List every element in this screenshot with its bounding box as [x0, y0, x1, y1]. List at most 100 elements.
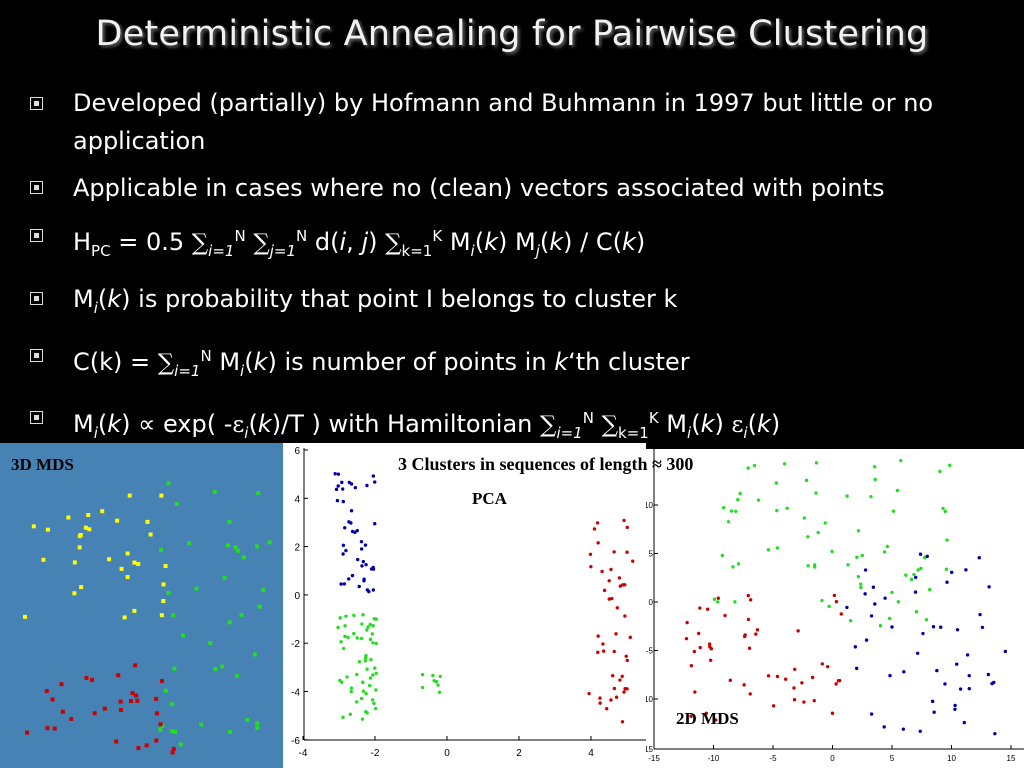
green-point [804, 478, 809, 483]
red-point [810, 675, 815, 680]
x-tick-label: -5 [769, 754, 777, 763]
green-point [909, 577, 914, 582]
blue-point [353, 485, 358, 490]
blue-point [363, 543, 368, 547]
red-point [589, 564, 593, 569]
blue-point [845, 605, 849, 610]
bullet-text: Mi(k) is probability that point I belong… [73, 284, 678, 317]
green-point [899, 458, 903, 463]
blue-point [993, 731, 997, 736]
y-tick-label: -5 [646, 647, 654, 656]
red-point [684, 636, 689, 641]
green-point [856, 529, 861, 533]
red-point [135, 698, 140, 703]
green-point [341, 715, 345, 720]
red-point [45, 726, 50, 731]
red-point [716, 596, 721, 600]
green-point [924, 617, 929, 622]
red-point [69, 716, 74, 721]
red-point [839, 612, 844, 616]
blue-point [921, 631, 925, 636]
blue-point [864, 638, 869, 642]
red-point [792, 686, 796, 690]
red-point [84, 675, 89, 680]
red-point [622, 518, 626, 523]
red-point [775, 674, 780, 679]
green-point [355, 672, 359, 677]
green-point [365, 711, 369, 715]
green-point [365, 667, 369, 671]
red-point [623, 614, 627, 618]
green-point [158, 727, 163, 732]
red-point [834, 682, 838, 686]
y-tick-label: 4 [294, 494, 300, 505]
green-point [859, 585, 863, 590]
blue-point [883, 596, 887, 600]
red-point [689, 664, 694, 668]
bullet-item: Developed (partially) by Hofmann and Buh… [30, 84, 1015, 160]
blue-point [360, 564, 364, 568]
red-point [708, 658, 713, 663]
red-point [620, 674, 624, 679]
blue-point [367, 589, 371, 594]
yellow-point [132, 608, 137, 613]
green-point [916, 568, 920, 572]
green-point [361, 689, 366, 693]
red-point [102, 706, 107, 711]
bullet-marker-icon [30, 348, 43, 362]
green-point [885, 544, 890, 549]
blue-point [913, 590, 918, 594]
blue-point [362, 577, 366, 581]
red-point [692, 649, 697, 654]
green-point [733, 600, 737, 604]
green-point [212, 489, 217, 494]
blue-point [932, 710, 936, 714]
red-point [607, 579, 611, 583]
bullet-marker-icon [30, 411, 43, 425]
green-point [159, 548, 164, 553]
green-point [775, 508, 779, 513]
red-point [116, 673, 121, 678]
red-point [748, 598, 753, 602]
yellow-point [119, 566, 124, 571]
yellow-point [77, 545, 82, 550]
green-point [336, 625, 340, 630]
blue-point [853, 645, 858, 649]
green-point [174, 502, 179, 507]
green-point [368, 676, 373, 680]
green-point [344, 614, 348, 618]
green-point [919, 566, 923, 571]
red-point [130, 691, 135, 696]
red-point [170, 750, 175, 755]
blue-point [336, 484, 340, 488]
red-point [834, 599, 839, 604]
bullet-marker-icon [30, 229, 43, 242]
yellow-point [161, 599, 166, 604]
green-point [941, 506, 945, 511]
green-point [220, 664, 225, 669]
yellow-point [145, 519, 150, 524]
green-point [349, 689, 353, 694]
green-point [752, 463, 757, 468]
red-point [588, 552, 593, 556]
red-point [614, 695, 619, 699]
blue-point [977, 555, 981, 560]
red-point [742, 634, 747, 639]
blue-point [344, 548, 348, 553]
blue-point [355, 557, 360, 562]
yellow-point [79, 585, 84, 590]
red-point [624, 654, 628, 658]
green-point [241, 555, 246, 560]
green-point [827, 604, 831, 609]
green-point [343, 634, 347, 639]
red-point [136, 746, 141, 751]
blue-point [965, 653, 970, 657]
red-point [832, 593, 837, 598]
red-point [118, 699, 123, 704]
red-point [792, 697, 797, 702]
green-point [348, 712, 353, 717]
red-point [707, 642, 712, 646]
green-point [729, 509, 734, 513]
green-point [420, 672, 425, 677]
